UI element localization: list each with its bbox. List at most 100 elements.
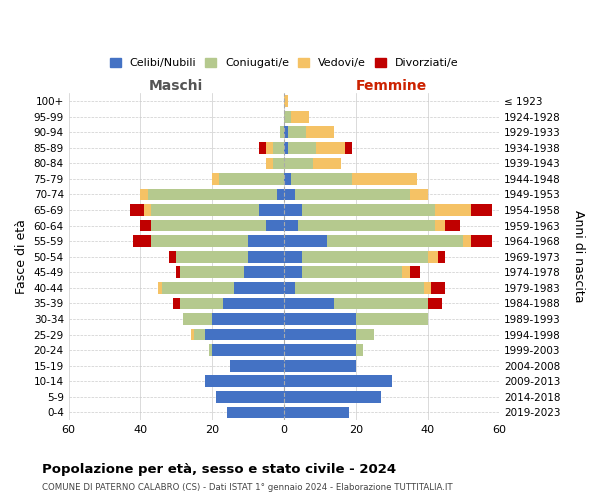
Bar <box>220 173 284 185</box>
Bar <box>259 142 266 154</box>
Bar <box>212 344 284 356</box>
Bar <box>234 282 284 294</box>
Bar <box>284 391 381 402</box>
Bar <box>428 298 442 310</box>
Bar <box>248 236 284 247</box>
Bar <box>295 282 424 294</box>
Bar <box>424 282 431 294</box>
Bar <box>227 406 284 418</box>
Bar <box>295 188 410 200</box>
Bar <box>216 391 284 402</box>
Bar <box>284 236 327 247</box>
Bar <box>140 220 151 232</box>
Bar <box>284 298 334 310</box>
Bar <box>327 236 463 247</box>
Bar <box>223 298 284 310</box>
Bar <box>244 266 284 278</box>
Bar <box>284 251 302 262</box>
Bar <box>284 376 392 387</box>
Bar <box>470 204 492 216</box>
Bar <box>352 173 417 185</box>
Bar <box>302 251 428 262</box>
Bar <box>273 142 284 154</box>
Bar <box>184 313 212 325</box>
Bar <box>291 111 309 122</box>
Bar <box>176 266 180 278</box>
Bar <box>284 282 295 294</box>
Bar <box>356 313 428 325</box>
Bar <box>280 126 284 138</box>
Bar <box>212 313 284 325</box>
Bar <box>266 220 284 232</box>
Bar <box>287 142 316 154</box>
Y-axis label: Anni di nascita: Anni di nascita <box>572 210 585 303</box>
Bar <box>284 126 287 138</box>
Bar <box>410 188 428 200</box>
Bar <box>284 328 356 340</box>
Bar <box>334 298 428 310</box>
Bar <box>287 126 305 138</box>
Bar <box>284 96 287 107</box>
Bar <box>205 376 284 387</box>
Bar <box>151 220 266 232</box>
Bar <box>209 344 212 356</box>
Bar <box>445 220 460 232</box>
Bar <box>284 220 298 232</box>
Legend: Celibi/Nubili, Coniugati/e, Vedovi/e, Divorziati/e: Celibi/Nubili, Coniugati/e, Vedovi/e, Di… <box>105 53 463 72</box>
Bar <box>130 204 144 216</box>
Bar <box>470 236 492 247</box>
Bar <box>212 173 220 185</box>
Text: Maschi: Maschi <box>149 80 203 94</box>
Bar <box>284 111 291 122</box>
Bar <box>284 188 295 200</box>
Text: Femmine: Femmine <box>356 80 427 94</box>
Bar <box>284 158 313 169</box>
Bar <box>180 298 223 310</box>
Bar <box>410 266 421 278</box>
Bar <box>291 173 352 185</box>
Bar <box>133 236 151 247</box>
Bar <box>205 328 284 340</box>
Bar <box>173 298 180 310</box>
Bar <box>180 266 244 278</box>
Bar <box>151 204 259 216</box>
Bar <box>305 126 334 138</box>
Text: COMUNE DI PATERNO CALABRO (CS) - Dati ISTAT 1° gennaio 2024 - Elaborazione TUTTI: COMUNE DI PATERNO CALABRO (CS) - Dati IS… <box>42 482 452 492</box>
Bar <box>313 158 341 169</box>
Y-axis label: Fasce di età: Fasce di età <box>15 220 28 294</box>
Bar <box>284 360 356 372</box>
Bar <box>176 251 248 262</box>
Bar <box>158 282 162 294</box>
Bar <box>148 188 277 200</box>
Bar <box>302 266 403 278</box>
Bar <box>298 220 434 232</box>
Bar <box>194 328 205 340</box>
Bar <box>169 251 176 262</box>
Bar <box>191 328 194 340</box>
Bar <box>277 188 284 200</box>
Bar <box>266 142 273 154</box>
Bar <box>434 220 445 232</box>
Bar <box>284 173 291 185</box>
Bar <box>266 158 273 169</box>
Bar <box>356 328 374 340</box>
Bar <box>151 236 248 247</box>
Bar <box>403 266 410 278</box>
Bar <box>284 344 356 356</box>
Bar <box>284 204 302 216</box>
Bar <box>431 282 445 294</box>
Bar <box>230 360 284 372</box>
Bar <box>284 266 302 278</box>
Bar <box>438 251 445 262</box>
Bar <box>356 344 363 356</box>
Bar <box>140 188 148 200</box>
Bar <box>434 204 470 216</box>
Bar <box>428 251 438 262</box>
Bar <box>284 142 287 154</box>
Bar <box>284 406 349 418</box>
Bar <box>162 282 234 294</box>
Bar <box>273 158 284 169</box>
Bar <box>463 236 470 247</box>
Bar <box>345 142 352 154</box>
Bar <box>248 251 284 262</box>
